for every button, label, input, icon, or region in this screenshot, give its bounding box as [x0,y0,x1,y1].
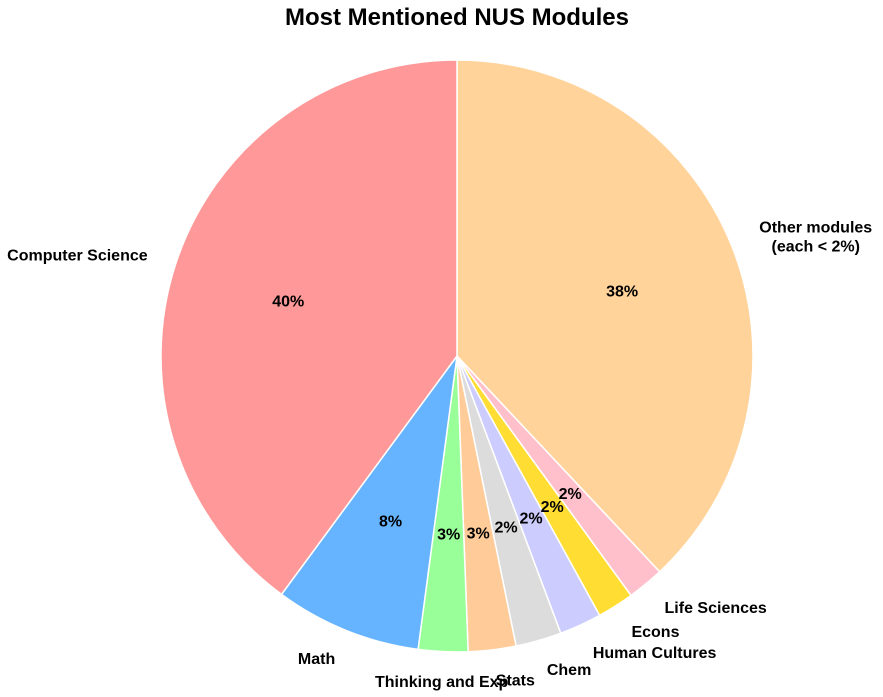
pie-slices [160,59,754,653]
category-labels: Other modules (each < 2%) Life Sciences Eco… [7,220,872,692]
pct-label-thinking-and-exp: 3% [437,526,460,543]
percent-labels: 38%2%2%2%2%3%3%8%40% [272,284,638,544]
pct-label-life-sciences: 2% [559,486,582,503]
category-label-math: Math [298,651,335,668]
category-label-computer-science: Computer Science [7,247,148,264]
category-label-stats: Stats [496,672,535,689]
pct-label-math: 8% [379,514,402,531]
category-label-econs: Econs [631,624,679,641]
pct-label-other-modules-each-2: 38% [606,284,638,301]
category-label-human-cultures: Human Cultures [593,645,717,662]
pct-label-computer-science: 40% [272,294,304,311]
pct-label-chem: 2% [494,520,517,537]
category-label-thinking-and-exp: Thinking and Exp [375,674,509,691]
category-label-chem: Chem [547,662,591,679]
pie-slice-other-modules-each-2 [456,59,754,573]
category-label-life-sciences: Life Sciences [665,600,767,617]
pct-label-human-cultures: 2% [520,510,543,527]
pct-label-econs: 2% [541,499,564,516]
chart-title: Most Mentioned NUS Modules [285,4,629,31]
pie-slice-computer-science [160,59,458,596]
pct-label-stats: 3% [467,525,490,542]
pie-slice-math [280,355,458,651]
category-label-other-modules-each-2: Other modules (each < 2%) [759,220,872,256]
